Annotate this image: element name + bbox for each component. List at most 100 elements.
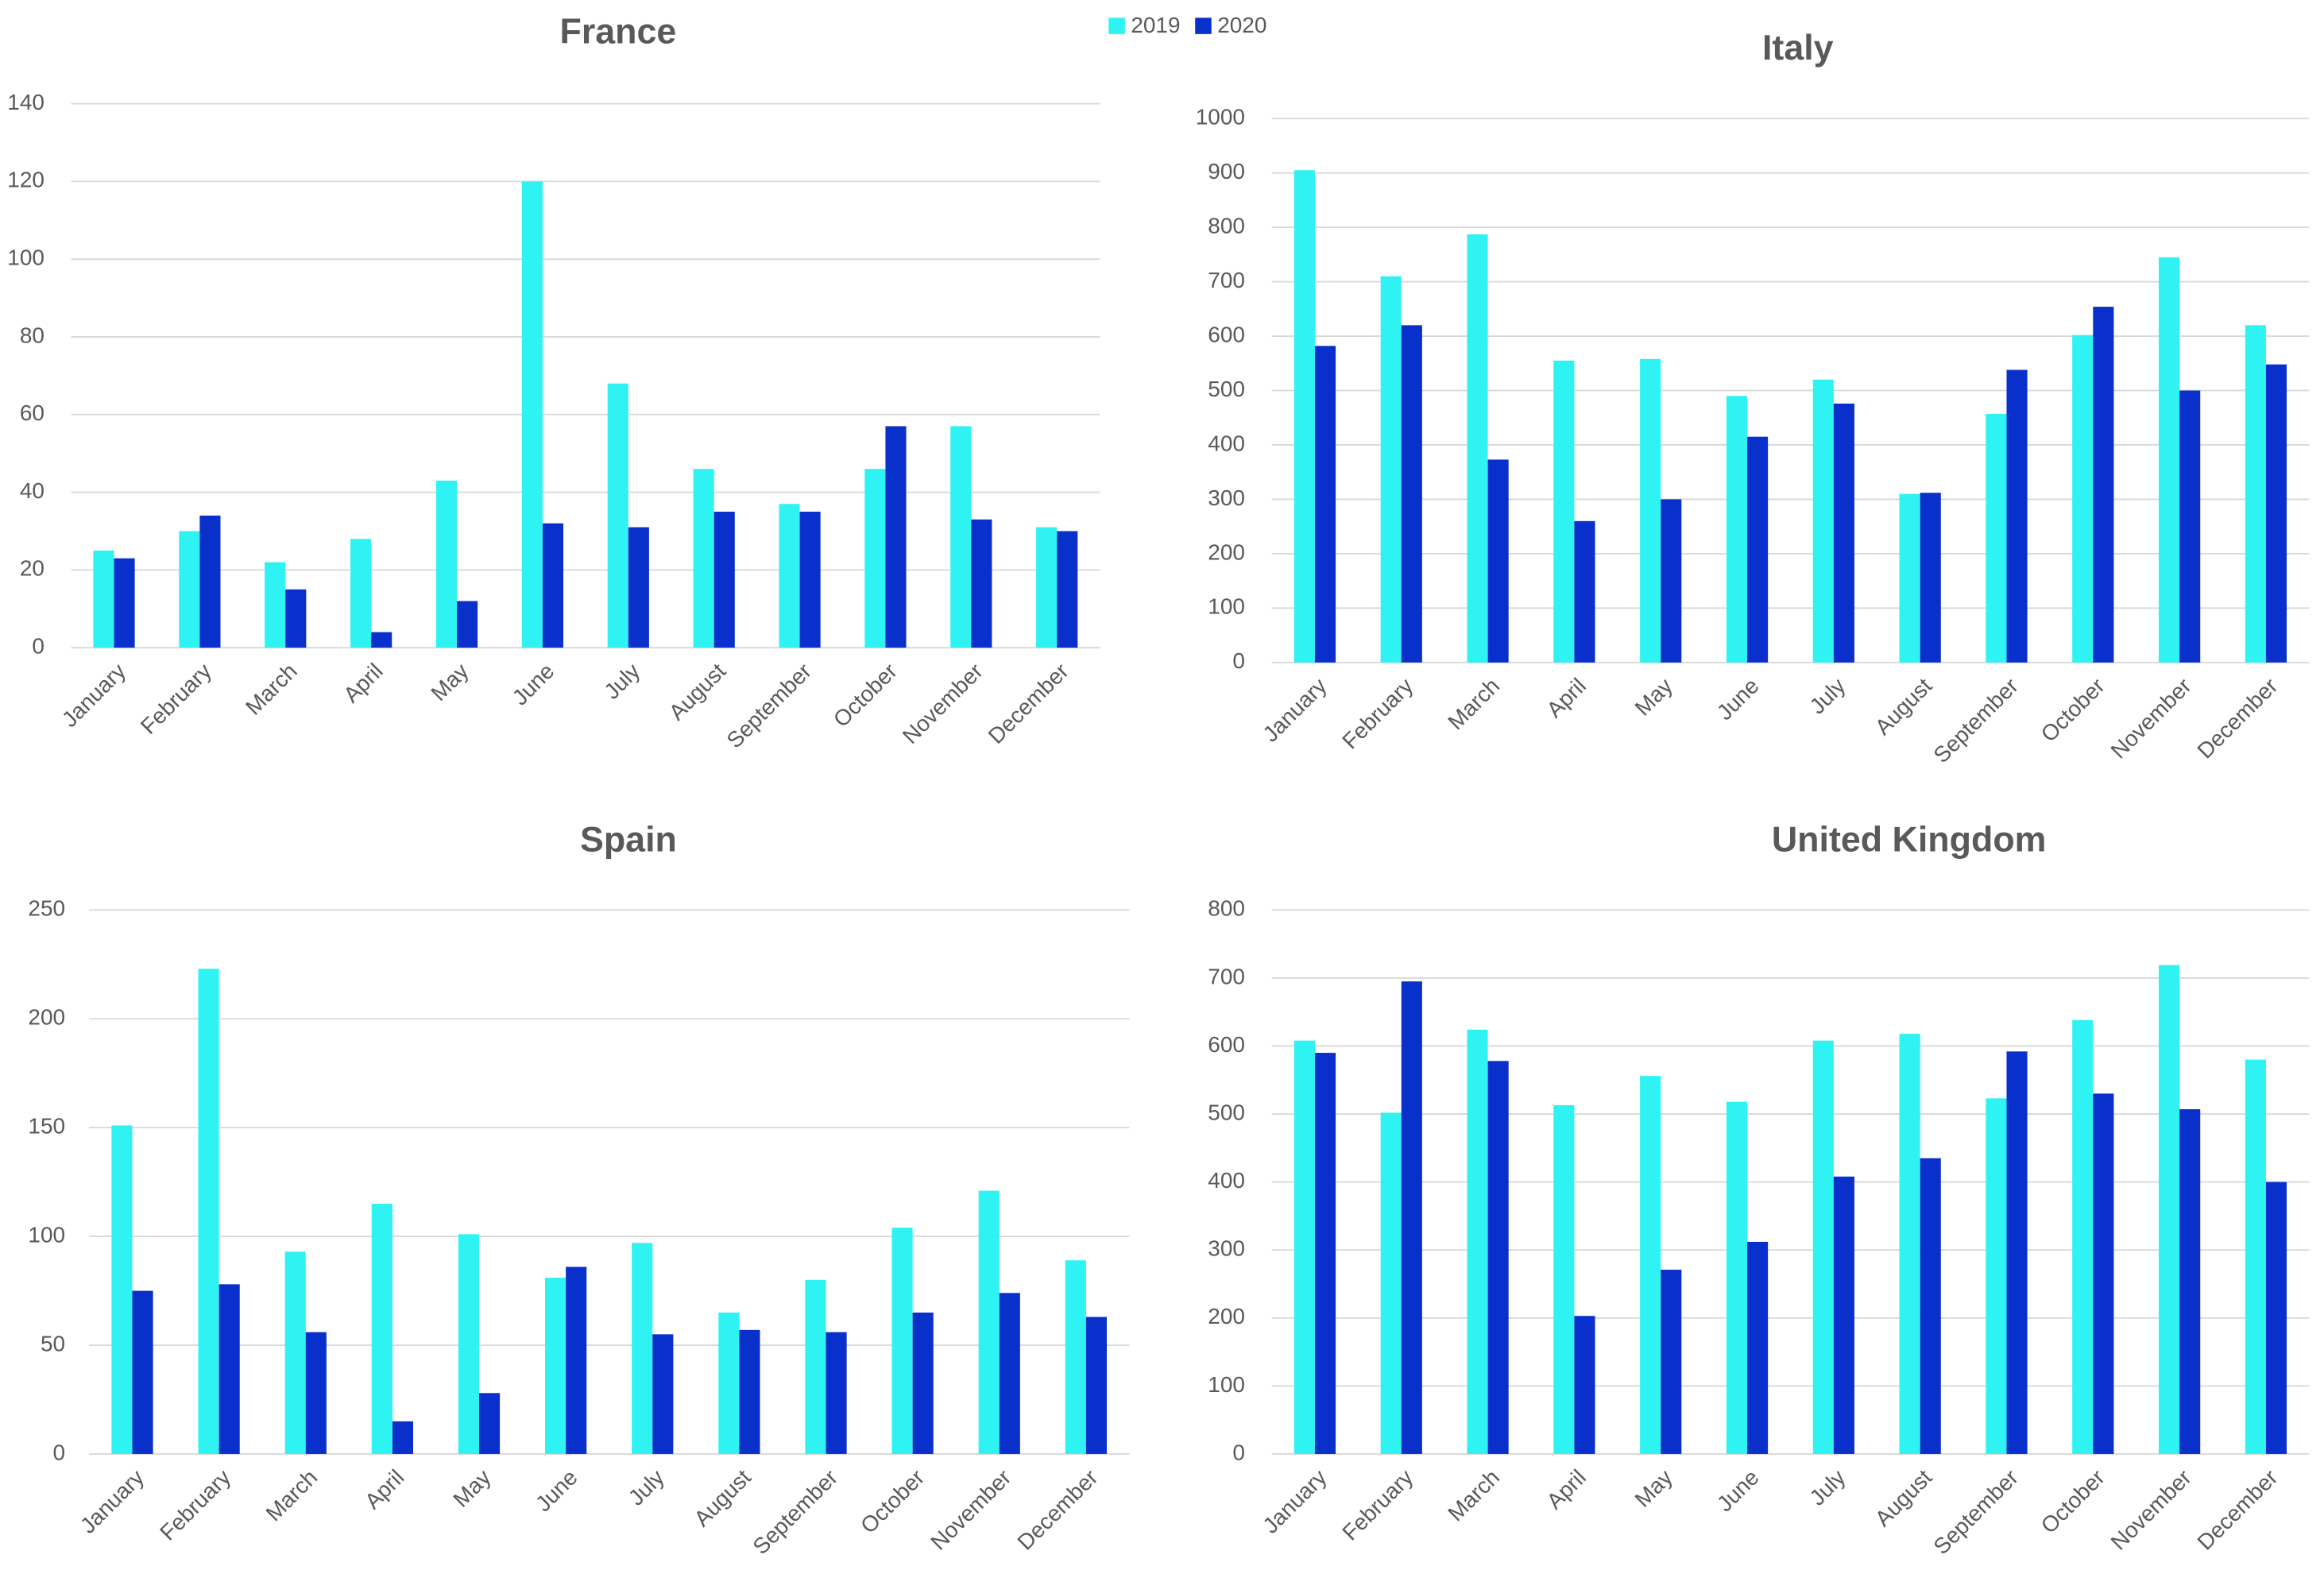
y-tick-label: 50 [41,1331,65,1355]
y-tick-label: 900 [1208,159,1245,184]
y-tick-label: 150 [28,1114,65,1139]
x-tick-label: September [722,659,817,753]
bar [713,511,735,648]
bar [950,426,972,648]
bar [1487,1061,1509,1454]
x-tick-label: February [1337,673,1417,753]
bar [1036,527,1058,648]
x-tick-label: August [1870,673,1937,740]
chart-title: Spain [580,819,677,859]
chart-title: France [559,12,676,52]
bar [1085,1317,1108,1454]
bar [1812,1040,1834,1454]
x-tick-label: January [75,1465,149,1538]
bar [1661,499,1682,663]
bar [1574,1316,1595,1454]
x-tick-label: May [448,1465,495,1512]
y-tick-label: 300 [1208,1236,1245,1261]
bar [1401,325,1422,663]
x-tick-label: October [829,659,902,732]
x-tick-label: August [664,659,731,725]
bar [1747,1241,1769,1454]
bar [779,504,800,648]
bar [1574,520,1595,663]
bar [1487,459,1509,663]
bar [542,523,564,648]
y-tick-label: 0 [53,1440,66,1464]
bar [2159,257,2180,663]
bar [891,1228,913,1454]
y-tick-label: 140 [7,90,44,114]
bar [1380,1112,1402,1454]
bar [1920,493,1941,663]
bar [2006,369,2028,663]
bar [628,527,649,648]
x-tick-label: April [338,659,387,707]
x-tick-label: September [1928,673,2023,768]
bar [93,550,114,648]
y-tick-label: 200 [1208,1304,1245,1328]
bar [2093,307,2114,663]
bar [2265,1181,2287,1454]
bar [265,562,286,648]
y-tick-label: 700 [1208,964,1245,988]
bar [718,1312,740,1454]
bar [999,1293,1020,1454]
y-tick-label: 500 [1208,377,1245,401]
bar [218,1284,240,1454]
x-tick-label: October [856,1465,929,1538]
x-tick-label: March [261,1465,323,1526]
y-tick-label: 600 [1208,1032,1245,1057]
y-tick-label: 500 [1208,1100,1245,1124]
bar [607,383,628,648]
x-tick-label: May [1630,1465,1677,1512]
bar [1986,413,2007,663]
y-tick-label: 800 [1208,214,1245,238]
bar [392,1421,413,1454]
bar [458,1234,480,1454]
y-tick-label: 400 [1208,1168,1245,1193]
x-tick-label: November [898,659,988,748]
y-tick-label: 400 [1208,431,1245,455]
y-tick-label: 250 [28,896,65,921]
bar [114,558,135,648]
chart-title: Italy [1762,28,1834,68]
bar [864,469,886,648]
y-tick-label: 80 [20,323,44,347]
y-tick-label: 300 [1208,485,1245,510]
bar [978,1190,1000,1454]
bar [1920,1158,1941,1454]
legend: 2019 2020 [1108,13,1266,37]
y-tick-label: 20 [20,556,44,581]
x-tick-label: December [984,659,1073,748]
y-tick-label: 700 [1208,268,1245,292]
bar [1467,1029,1488,1454]
bar [179,531,200,648]
x-tick-label: July [624,1465,669,1510]
x-tick-label: February [1337,1465,1417,1545]
bar [2245,325,2266,663]
legend-swatch [1195,17,1212,34]
chart-title: United Kingdom [1772,819,2047,859]
bar [1467,234,1488,663]
bar [1314,1053,1336,1454]
bar [1747,436,1769,663]
bar [1553,1104,1575,1454]
bar [371,632,392,648]
x-tick-label: December [2192,1465,2282,1555]
bar [826,1332,847,1454]
bar [1812,379,1834,663]
y-tick-label: 0 [1232,648,1245,673]
bar [199,515,221,648]
bar [198,969,219,1454]
bar [545,1278,566,1454]
y-tick-label: 100 [28,1222,65,1247]
bar [566,1267,587,1454]
x-tick-label: September [748,1465,843,1560]
y-tick-label: 100 [7,246,44,270]
bar [435,480,458,648]
chart: United Kingdom 0 100 200 300 400 500 600 700 800 J… [1208,819,2310,1559]
x-tick-label: June [1712,1465,1764,1517]
bar [1057,531,1078,648]
